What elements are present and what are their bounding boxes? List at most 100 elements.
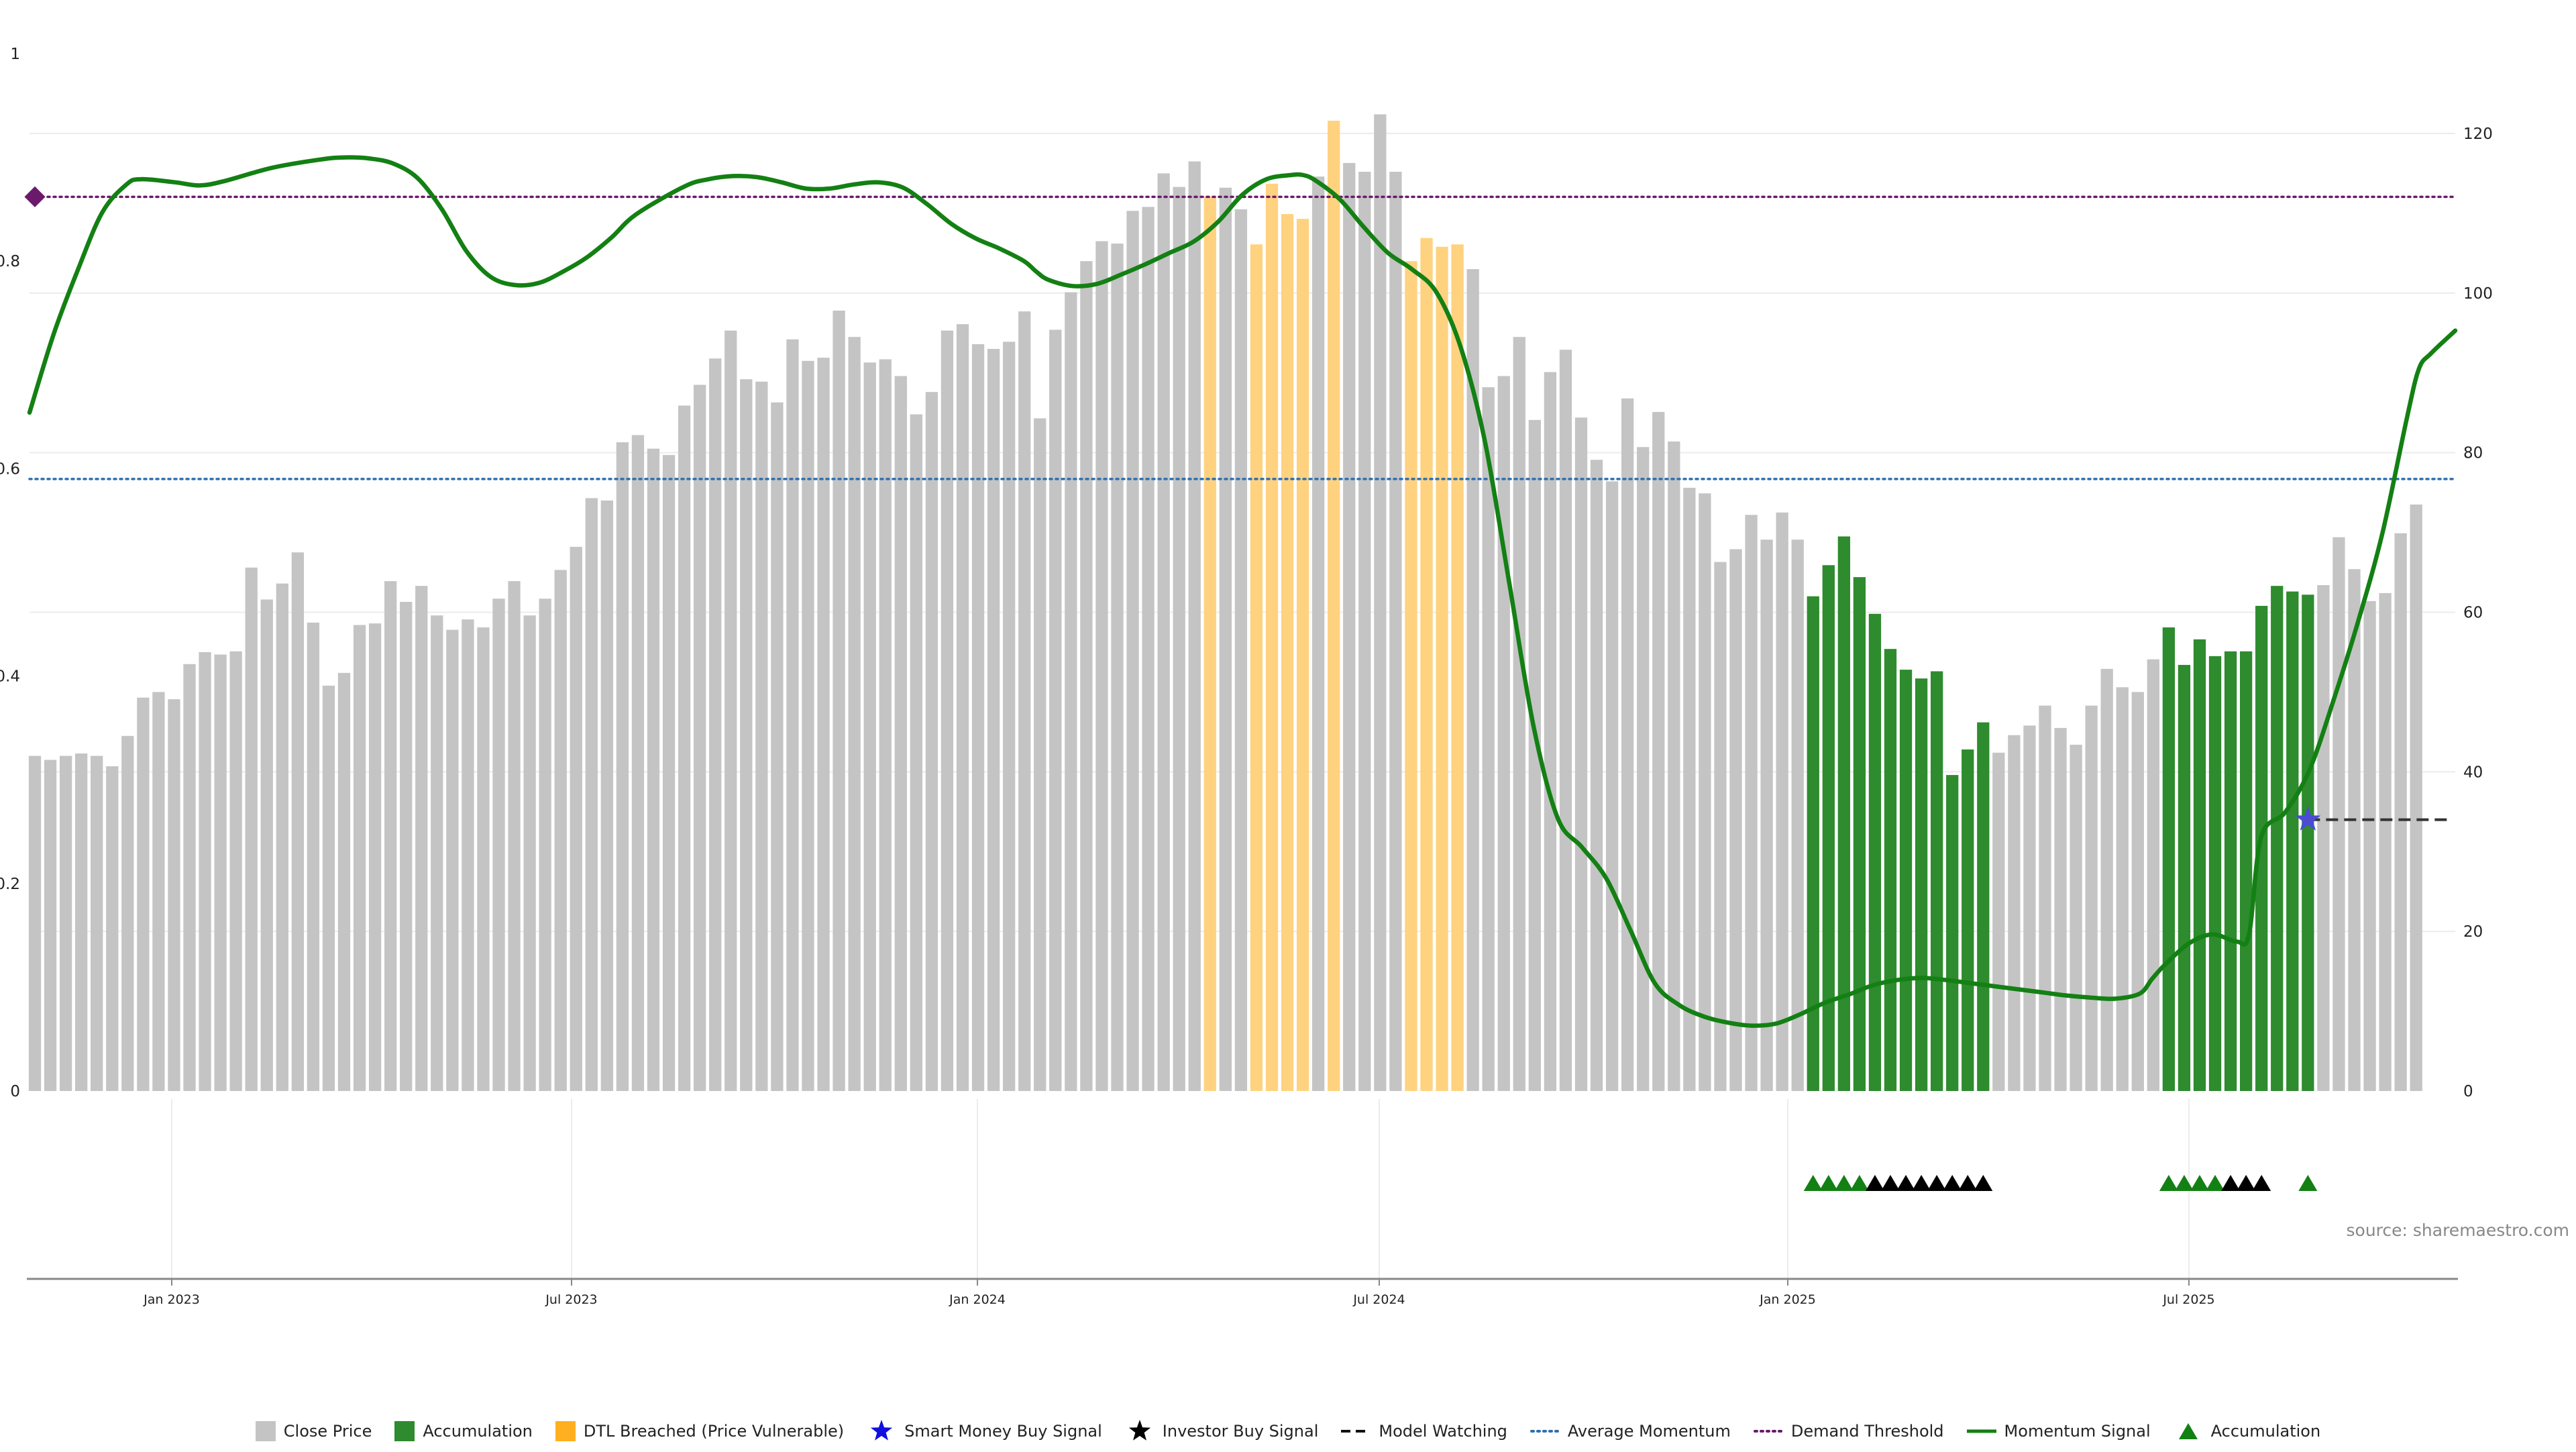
close-price-bar [1049,329,1062,1091]
close-price-bar [28,756,42,1091]
momentum-signal-line [27,155,2458,1028]
close-price-bar [307,622,320,1091]
investor-triangle [1896,1175,1916,1191]
close-price-bar [1683,487,1696,1091]
close-price-bar [168,699,180,1091]
close-price-bar [2317,585,2330,1091]
right-axis-tick-label: 80 [2463,445,2483,462]
close-price-bar [2070,744,2082,1091]
legend-item: Accumulation [2174,1420,2320,1443]
close-price-bar [694,384,706,1091]
dtl-breached-bar [1250,244,1263,1091]
accumulation-bar [2255,605,2268,1091]
x-axis-tick-label: Jul 2023 [545,1292,597,1307]
close-price-bar [2379,592,2392,1091]
legend-item: Model Watching [1341,1420,1507,1443]
close-price-bar [415,586,428,1091]
dtl-breached-bar [1281,214,1294,1091]
close-price-bar [1745,515,1758,1091]
left-axis-tick-label: 0.8 [0,253,20,270]
close-price-bar [1513,337,1525,1092]
close-price-bar [925,392,938,1091]
close-price-bar [1142,207,1155,1092]
close-price-bar [353,625,366,1091]
close-price-bar [879,359,892,1092]
close-price-bar [508,581,521,1091]
markers [24,186,2321,1191]
close-price-bar [75,753,88,1091]
close-price-bar [2147,659,2159,1091]
close-price-bar [1544,372,1557,1091]
legend-item: Accumulation [394,1420,533,1443]
close-price-bar [971,344,985,1091]
close-price-bar [616,442,629,1091]
investor-triangle [1958,1175,1978,1191]
investor-triangle [1943,1175,1962,1191]
right-axis-tick-label: 100 [2463,285,2493,303]
close-price-bar [523,615,536,1091]
square-swatch-icon [394,1421,415,1441]
left-axis-tick-label: 1 [10,46,20,63]
close-price-bar [647,448,660,1091]
close-price-bar [570,546,582,1091]
accumulation-bar [1977,722,1990,1091]
close-price-bar [941,330,954,1091]
legend-item: Smart Money Buy Signal [867,1420,1102,1443]
axes: 0 0.2 0.4 0.6 0.8 1 0 20 40 60 80 100 120 Jan 2023 Jul… [0,46,2493,1307]
accumulation-triangle [1849,1175,1869,1191]
close-price-bar [462,619,474,1091]
close-price-bar [987,349,1000,1091]
x-axis-tick-label: Jul 2025 [2162,1292,2214,1307]
x-axis-tick-label: Jan 2023 [143,1292,200,1307]
close-price-bar [1126,211,1139,1092]
accumulation-bar [1853,577,1866,1091]
close-price-bar [1992,752,2005,1091]
close-price-bar [631,435,645,1091]
dtl-breached-bar [1265,183,1279,1091]
accumulation-triangle [1834,1175,1854,1191]
legend-item: Demand Threshold [1753,1420,1944,1443]
close-price-bar [1219,187,1232,1091]
accumulation-bar [1962,749,1974,1091]
close-price-bar [1621,398,1634,1091]
close-price-bar [600,500,613,1091]
accumulation-bar [1884,649,1897,1091]
dotted-swatch-icon [1529,1430,1560,1433]
square-swatch-icon [255,1421,276,1441]
close-price-bar [1466,269,1479,1092]
close-price-bar [539,599,551,1091]
close-price-bar [2363,601,2376,1091]
accumulation-bar [2208,656,2222,1091]
close-price-bar [2054,727,2067,1091]
legend: Close Price Accumulation DTL Breached (Pri… [0,1414,2576,1448]
close-price-bar [1590,460,1603,1091]
accumulation-triangle [2174,1175,2194,1191]
close-price-bar [585,498,598,1091]
investor-triangle [1927,1175,1947,1191]
close-price-bar [431,615,443,1091]
close-price-bar [1080,261,1093,1092]
legend-item: Investor Buy Signal [1125,1420,1318,1443]
close-price-bar [1343,162,1356,1092]
left-axis-tick-label: 0 [10,1083,20,1100]
close-price-bar [1574,417,1588,1091]
close-price-bar [1173,187,1185,1091]
close-price-bar [2100,668,2113,1091]
star-swatch-icon [1128,1420,1150,1441]
close-price-bar [786,339,799,1091]
accumulation-bar [2302,594,2314,1091]
legend-label: Close Price [283,1422,372,1441]
close-price-bar [2394,533,2407,1091]
close-price-bar [199,652,211,1091]
close-price-bar [1652,411,1665,1091]
dash-swatch-icon [1341,1430,1371,1433]
left-axis-tick-label: 0.6 [0,460,20,478]
close-price-bar [894,376,907,1091]
close-price-bar [1312,176,1325,1091]
close-price-bar [400,602,413,1091]
left-axis-tick-label: 0.2 [0,876,20,893]
close-price-bar [554,570,567,1091]
close-price-bar [245,567,258,1091]
accumulation-bar [1837,536,1850,1091]
